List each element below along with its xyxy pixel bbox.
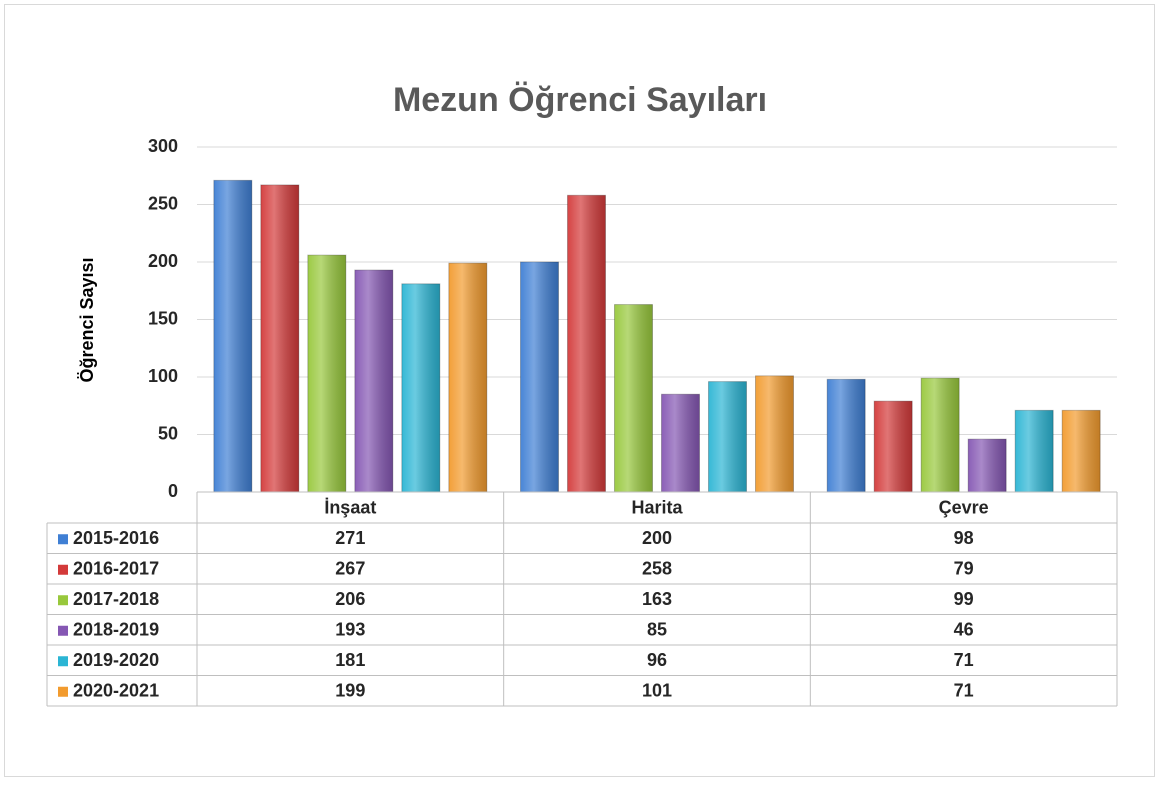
table-value: 271: [335, 528, 365, 548]
legend-label: 2016-2017: [73, 559, 159, 579]
legend-label: 2020-2021: [73, 681, 159, 701]
bar: [920, 377, 960, 493]
bar: [755, 375, 794, 493]
bar: [1061, 409, 1101, 493]
bar: [401, 283, 441, 493]
bar: [307, 254, 347, 493]
y-axis-label: Öğrenci Sayısı: [77, 257, 97, 382]
legend-marker: [58, 564, 68, 575]
bar: [354, 269, 394, 493]
bar: [1014, 409, 1054, 493]
y-tick-label: 150: [148, 308, 178, 328]
table-value: 193: [335, 620, 365, 640]
legend-marker: [58, 625, 68, 636]
x-tick-label: Harita: [631, 497, 683, 517]
bar: [260, 184, 300, 493]
bar: [873, 400, 913, 493]
legend-marker: [58, 686, 68, 697]
y-tick-label: 300: [148, 136, 178, 156]
bar: [708, 381, 747, 493]
x-tick-label: Çevre: [939, 497, 989, 517]
table-value: 258: [642, 559, 672, 579]
bar: [661, 393, 700, 493]
y-tick-label: 100: [148, 366, 178, 386]
table-value: 199: [335, 681, 365, 701]
bar: [967, 438, 1007, 493]
x-tick-label: İnşaat: [324, 497, 376, 517]
y-tick-label: 200: [148, 251, 178, 271]
bar: [567, 194, 606, 493]
legend-marker: [58, 534, 68, 545]
table-value: 99: [954, 589, 974, 609]
legend-marker: [58, 656, 68, 667]
legend-label: 2018-2019: [73, 620, 159, 640]
table-value: 200: [642, 528, 672, 548]
table-value: 79: [954, 559, 974, 579]
table-value: 101: [642, 681, 672, 701]
bar: [614, 304, 653, 493]
table-value: 71: [954, 650, 974, 670]
legend-label: 2015-2016: [73, 528, 159, 548]
table-value: 71: [954, 681, 974, 701]
table-value: 96: [647, 650, 667, 670]
bar: [520, 261, 559, 493]
y-tick-label: 0: [168, 481, 178, 501]
bar: [213, 179, 253, 493]
table-value: 181: [335, 650, 365, 670]
legend-label: 2017-2018: [73, 589, 159, 609]
table-value: 206: [335, 589, 365, 609]
table-value: 163: [642, 589, 672, 609]
legend-label: 2019-2020: [73, 650, 159, 670]
legend-marker: [58, 595, 68, 606]
chart-title: Mezun Öğrenci Sayıları: [393, 81, 767, 119]
y-tick-label: 50: [158, 423, 178, 443]
table-value: 267: [335, 559, 365, 579]
bar: [448, 262, 488, 493]
table-value: 98: [954, 528, 974, 548]
y-tick-label: 250: [148, 193, 178, 213]
table-value: 85: [647, 620, 667, 640]
table-value: 46: [954, 620, 974, 640]
bar: [826, 378, 866, 493]
